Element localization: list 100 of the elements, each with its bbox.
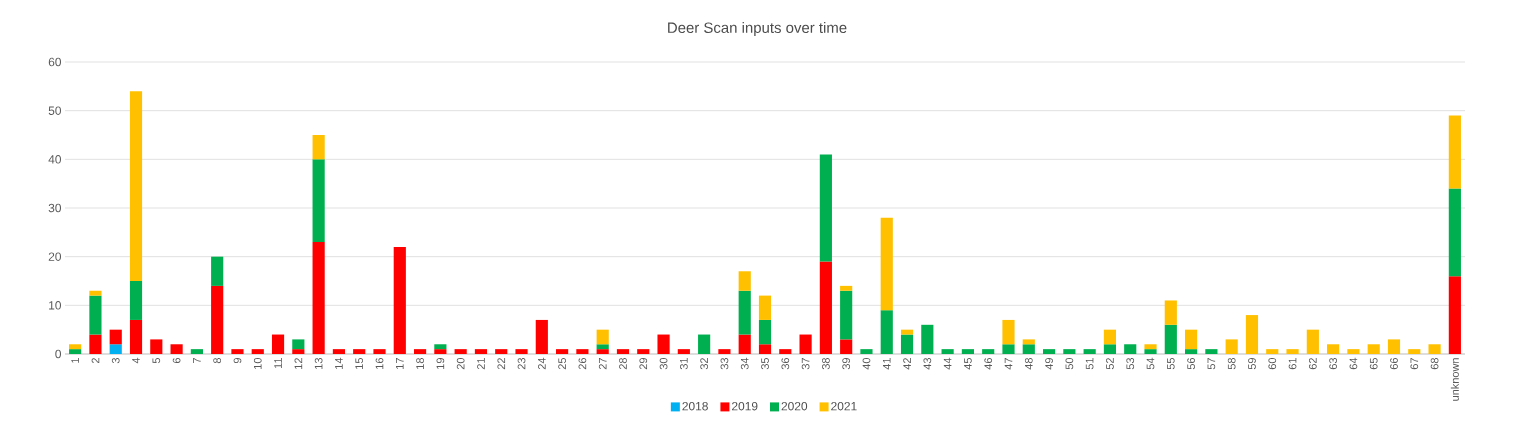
bar bbox=[1002, 344, 1015, 354]
legend-label: 2021 bbox=[831, 401, 857, 411]
x-tick-label: 43 bbox=[923, 358, 932, 370]
y-tick-label: 60 bbox=[48, 57, 62, 67]
x-tick-label: 44 bbox=[943, 357, 952, 370]
bar bbox=[211, 256, 224, 286]
bar bbox=[89, 290, 102, 296]
bar bbox=[1042, 349, 1056, 354]
bar bbox=[1144, 349, 1157, 354]
x-tick-label: 61 bbox=[1288, 358, 1297, 370]
bar bbox=[89, 295, 102, 335]
x-tick-label: 42 bbox=[903, 358, 911, 370]
bar bbox=[758, 295, 772, 320]
y-tick-label: 40 bbox=[48, 155, 62, 164]
bar bbox=[718, 349, 731, 354]
x-tick-label: 41 bbox=[882, 358, 891, 370]
bar bbox=[1103, 344, 1117, 354]
bar bbox=[434, 344, 447, 350]
x-tick-label: 25 bbox=[558, 357, 566, 370]
bar bbox=[109, 344, 122, 354]
bar bbox=[1103, 329, 1117, 345]
bar bbox=[1387, 339, 1401, 354]
bar bbox=[840, 339, 853, 354]
bar bbox=[1185, 329, 1198, 350]
bar bbox=[150, 339, 163, 354]
y-tick-label: 10 bbox=[49, 301, 62, 310]
x-tick-label: 29 bbox=[639, 358, 648, 370]
x-tick-label: 55 bbox=[1166, 357, 1175, 370]
bar bbox=[1185, 349, 1198, 354]
x-tick-label: 51 bbox=[1085, 358, 1094, 370]
x-tick-label: 66 bbox=[1390, 358, 1398, 370]
bar bbox=[840, 285, 853, 291]
bar bbox=[1205, 349, 1218, 354]
bar bbox=[373, 349, 386, 354]
x-tick-label: 5 bbox=[152, 357, 161, 364]
x-tick-label: 56 bbox=[1187, 358, 1195, 370]
x-tick-label: 60 bbox=[1268, 357, 1277, 370]
bar bbox=[1164, 300, 1177, 325]
bar bbox=[900, 334, 914, 354]
x-tick-label: 49 bbox=[1045, 358, 1053, 370]
bar bbox=[758, 319, 772, 345]
bar bbox=[535, 319, 548, 354]
x-tick-label: 59 bbox=[1248, 358, 1256, 370]
bar bbox=[1225, 339, 1238, 354]
x-tick-label: 32 bbox=[700, 358, 709, 370]
x-tick-label: 17 bbox=[396, 358, 404, 369]
x-tick-label: 6 bbox=[172, 358, 181, 364]
x-tick-label: 58 bbox=[1227, 358, 1236, 370]
bar bbox=[69, 349, 82, 354]
bar bbox=[312, 135, 325, 160]
bar bbox=[413, 349, 427, 354]
bar bbox=[921, 324, 934, 354]
x-tick-label: 31 bbox=[679, 358, 688, 370]
bar bbox=[251, 349, 264, 354]
x-tick-label: 64 bbox=[1349, 357, 1358, 370]
bar bbox=[698, 334, 711, 354]
bar bbox=[454, 349, 467, 354]
bar bbox=[190, 349, 203, 354]
x-tick-label: 16 bbox=[375, 358, 384, 369]
bar bbox=[1245, 315, 1259, 354]
bar bbox=[495, 349, 508, 354]
bar bbox=[657, 334, 670, 354]
bar bbox=[89, 334, 102, 354]
x-tick-label: 67 bbox=[1410, 358, 1419, 370]
bar bbox=[129, 281, 143, 320]
x-tick-label: 46 bbox=[984, 358, 993, 370]
bar bbox=[292, 349, 305, 354]
bar bbox=[1083, 349, 1096, 354]
bar bbox=[1428, 344, 1441, 354]
bar bbox=[1022, 339, 1035, 345]
x-tick-label: 23 bbox=[517, 358, 526, 370]
bar bbox=[758, 344, 772, 354]
bar bbox=[170, 344, 183, 354]
x-tick-label: 7 bbox=[193, 358, 201, 364]
bar bbox=[1327, 344, 1340, 354]
x-tick-label: 48 bbox=[1024, 358, 1033, 370]
x-tick-label: 35 bbox=[761, 357, 769, 370]
bar bbox=[1002, 319, 1015, 345]
bar bbox=[69, 344, 82, 350]
x-tick-label: 8 bbox=[213, 358, 222, 364]
bar bbox=[941, 349, 954, 354]
x-tick-label: 3 bbox=[111, 358, 120, 364]
x-tick-label: 18 bbox=[416, 358, 424, 369]
bar bbox=[1164, 324, 1177, 354]
x-tick-label: 52 bbox=[1106, 358, 1114, 370]
x-tick-label: 2 bbox=[91, 358, 100, 364]
x-tick-label: 54 bbox=[1146, 357, 1155, 370]
bar bbox=[129, 319, 143, 354]
x-tick-label: 11 bbox=[274, 358, 282, 369]
y-tick-label: 30 bbox=[48, 203, 62, 213]
y-tick-label: 20 bbox=[48, 252, 62, 261]
bar bbox=[312, 159, 325, 243]
bar bbox=[292, 339, 305, 350]
bar bbox=[1448, 276, 1461, 354]
y-tick-label: 50 bbox=[48, 106, 62, 115]
bar bbox=[474, 349, 488, 354]
x-tick-label: 33 bbox=[720, 358, 729, 370]
bar bbox=[819, 261, 832, 354]
bar bbox=[1022, 344, 1035, 354]
x-tick-label: 19 bbox=[436, 358, 445, 369]
